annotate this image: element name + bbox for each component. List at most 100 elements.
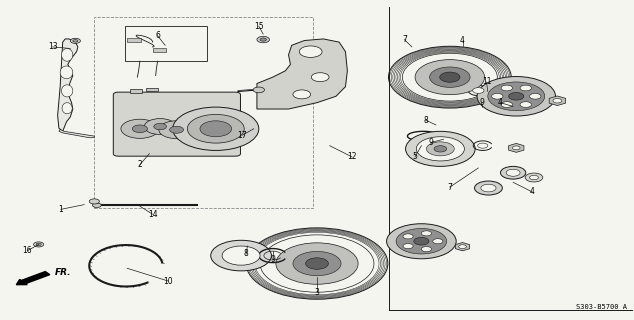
Circle shape [506,169,520,176]
Circle shape [417,137,464,161]
Circle shape [529,93,541,99]
Text: 12: 12 [347,152,356,161]
Circle shape [520,102,531,108]
Text: 14: 14 [148,210,157,219]
Circle shape [311,73,329,82]
Bar [153,48,167,52]
Circle shape [474,181,502,195]
FancyBboxPatch shape [113,92,240,156]
Text: 4: 4 [529,188,534,196]
Text: 3: 3 [314,288,320,297]
Text: 9: 9 [270,255,275,264]
FancyArrow shape [16,272,49,285]
Circle shape [260,38,266,41]
Circle shape [477,76,555,116]
Circle shape [414,237,429,245]
Circle shape [430,67,470,87]
Ellipse shape [61,49,73,61]
Text: 7: 7 [448,183,452,192]
Circle shape [34,242,44,247]
Circle shape [553,99,562,103]
Circle shape [433,239,443,244]
Circle shape [257,36,269,43]
Circle shape [121,119,159,138]
Polygon shape [58,39,78,131]
Text: 16: 16 [22,246,32,255]
Circle shape [387,224,456,259]
Circle shape [133,125,148,132]
Circle shape [422,247,432,252]
Circle shape [170,126,183,133]
Text: 13: 13 [48,42,58,52]
Text: 1: 1 [58,205,63,214]
Circle shape [93,203,101,207]
Circle shape [299,46,322,57]
Circle shape [500,166,526,179]
Text: 15: 15 [254,22,264,31]
Text: 9: 9 [429,138,433,147]
Circle shape [222,246,260,265]
Circle shape [145,119,176,134]
Bar [127,38,141,42]
Circle shape [427,142,455,156]
Circle shape [422,231,432,236]
Text: FR.: FR. [55,268,71,277]
Circle shape [512,146,520,150]
Text: 11: 11 [482,77,491,86]
Circle shape [159,121,194,139]
Circle shape [403,244,413,249]
Bar [131,89,142,93]
Circle shape [306,258,328,269]
Circle shape [70,38,81,44]
Text: S303-B5700 A: S303-B5700 A [576,304,627,310]
Circle shape [396,228,447,254]
Circle shape [488,82,545,111]
Circle shape [529,175,538,180]
Text: 6: 6 [155,31,160,40]
Circle shape [200,121,231,137]
Circle shape [406,131,475,166]
Text: 8: 8 [424,116,428,125]
Circle shape [472,88,484,93]
Circle shape [89,199,100,204]
Text: 8: 8 [243,250,249,259]
Ellipse shape [60,66,73,79]
Circle shape [210,240,271,271]
Text: 4: 4 [460,36,465,45]
Text: 7: 7 [402,35,407,44]
Text: 5: 5 [413,152,418,161]
Circle shape [501,85,512,91]
Circle shape [415,60,484,95]
Text: 2: 2 [138,160,142,169]
Circle shape [276,243,358,284]
Circle shape [293,252,341,276]
Ellipse shape [62,103,72,114]
Text: 10: 10 [164,276,173,285]
Circle shape [459,245,466,249]
Circle shape [491,93,503,99]
Circle shape [508,92,524,100]
Circle shape [520,85,531,91]
Ellipse shape [61,85,73,97]
Polygon shape [257,39,347,109]
Text: 4: 4 [498,98,503,107]
Circle shape [403,234,413,239]
Circle shape [187,115,244,143]
Circle shape [440,72,460,82]
Circle shape [525,173,543,182]
Bar [94,17,313,208]
Circle shape [501,102,512,108]
Circle shape [293,90,311,99]
Bar [146,88,158,92]
Bar [125,26,207,61]
Circle shape [477,143,488,148]
Text: 17: 17 [238,131,247,140]
Circle shape [434,146,447,152]
Polygon shape [59,129,94,138]
Text: 9: 9 [479,98,484,107]
Circle shape [481,184,496,192]
Circle shape [73,40,78,42]
Circle shape [253,87,264,93]
Circle shape [154,123,167,130]
Circle shape [172,107,259,150]
